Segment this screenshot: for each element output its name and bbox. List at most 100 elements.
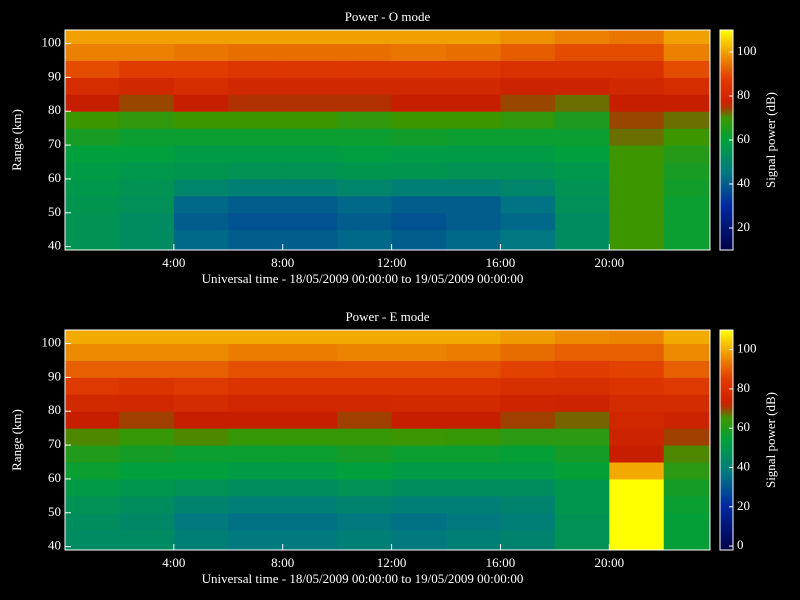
heat-cell <box>65 60 120 78</box>
heat-cell <box>65 411 120 429</box>
heat-cell <box>391 330 447 345</box>
heat-cell <box>663 360 711 378</box>
heat-cell <box>500 428 556 446</box>
heat-cell <box>65 77 120 95</box>
heat-cell <box>282 30 338 45</box>
heat-cell <box>663 411 711 429</box>
heat-cell <box>500 411 556 429</box>
heat-cell <box>391 360 447 378</box>
heat-cell <box>173 478 229 497</box>
heat-cell <box>554 445 610 463</box>
heat-cell <box>282 60 338 78</box>
heat-cell <box>391 128 447 146</box>
heat-cell <box>173 195 229 214</box>
heat-cell <box>500 343 556 361</box>
heat-cell <box>609 445 665 463</box>
colorbar-tick-label: 60 <box>737 419 750 434</box>
heat-cell <box>609 77 665 95</box>
heat-cell <box>609 162 665 180</box>
colorbar-label: Signal power (dB) <box>763 392 778 488</box>
heat-cell <box>65 529 120 551</box>
heat-cell <box>500 229 556 251</box>
heat-cell <box>228 178 284 197</box>
heat-cell <box>663 111 711 129</box>
heat-cell <box>500 394 556 412</box>
heat-cell <box>228 195 284 214</box>
heat-cell <box>609 212 665 231</box>
heat-cell <box>228 330 284 345</box>
heat-cell <box>282 145 338 163</box>
heat-cell <box>663 495 711 514</box>
heat-cell <box>119 377 175 395</box>
heat-cell <box>446 411 501 429</box>
y-tick-label: 40 <box>48 538 61 553</box>
heat-cell <box>554 94 610 112</box>
heat-cell <box>173 512 229 531</box>
chart-title: Power - E mode <box>345 309 429 324</box>
heat-cell <box>609 229 665 251</box>
heat-cell <box>500 60 556 78</box>
heat-cell <box>282 478 338 497</box>
heat-cell <box>609 343 665 361</box>
heat-cell <box>173 343 229 361</box>
heat-cell <box>337 212 393 231</box>
heat-cell <box>173 428 229 446</box>
heat-cell <box>228 30 284 45</box>
heat-cell <box>391 178 447 197</box>
heat-cell <box>500 178 556 197</box>
heat-cell <box>446 495 501 514</box>
heat-cell <box>554 178 610 197</box>
heat-cell <box>228 60 284 78</box>
heat-cell <box>228 394 284 412</box>
heat-cell <box>119 145 175 163</box>
heat-cell <box>391 428 447 446</box>
heat-cell <box>282 195 338 214</box>
heat-cell <box>337 229 393 251</box>
heat-cell <box>446 343 501 361</box>
heat-cell <box>337 343 393 361</box>
heat-cell <box>554 43 610 61</box>
heat-cell <box>282 229 338 251</box>
heat-cell <box>65 30 120 45</box>
heat-cell <box>554 330 610 345</box>
heat-cell <box>119 330 175 345</box>
heat-cell <box>663 94 711 112</box>
heat-cell <box>609 178 665 197</box>
heat-cell <box>119 478 175 497</box>
heat-cell <box>65 229 120 251</box>
heat-cell <box>609 377 665 395</box>
y-tick-label: 90 <box>48 68 61 83</box>
heat-cell <box>554 512 610 531</box>
heat-cell <box>173 445 229 463</box>
heat-cell <box>554 343 610 361</box>
heat-cell <box>609 145 665 163</box>
heat-cell <box>391 377 447 395</box>
heat-cell <box>446 195 501 214</box>
x-tick-label: 16:00 <box>486 255 516 270</box>
heat-cell <box>173 162 229 180</box>
heat-cell <box>500 445 556 463</box>
heat-cell <box>446 212 501 231</box>
colorbar-tick-label: 100 <box>737 43 757 58</box>
heat-cell <box>173 128 229 146</box>
heat-cell <box>228 94 284 112</box>
colorbar <box>719 329 734 551</box>
heat-cell <box>446 377 501 395</box>
colorbar-tick-label: 40 <box>737 458 750 473</box>
heat-cell <box>500 360 556 378</box>
heat-cell <box>609 330 665 345</box>
heat-cell <box>663 212 711 231</box>
heat-cell <box>173 360 229 378</box>
heat-cell <box>228 360 284 378</box>
heat-cell <box>65 478 120 497</box>
y-tick-label: 70 <box>48 436 61 451</box>
colorbar-tick-label: 80 <box>737 380 750 395</box>
heat-cell <box>173 77 229 95</box>
y-tick-label: 80 <box>48 402 61 417</box>
heat-cell <box>65 428 120 446</box>
heat-cell <box>391 60 447 78</box>
heat-cell <box>65 145 120 163</box>
heat-cell <box>554 212 610 231</box>
heat-cell <box>500 495 556 514</box>
heat-cell <box>337 162 393 180</box>
